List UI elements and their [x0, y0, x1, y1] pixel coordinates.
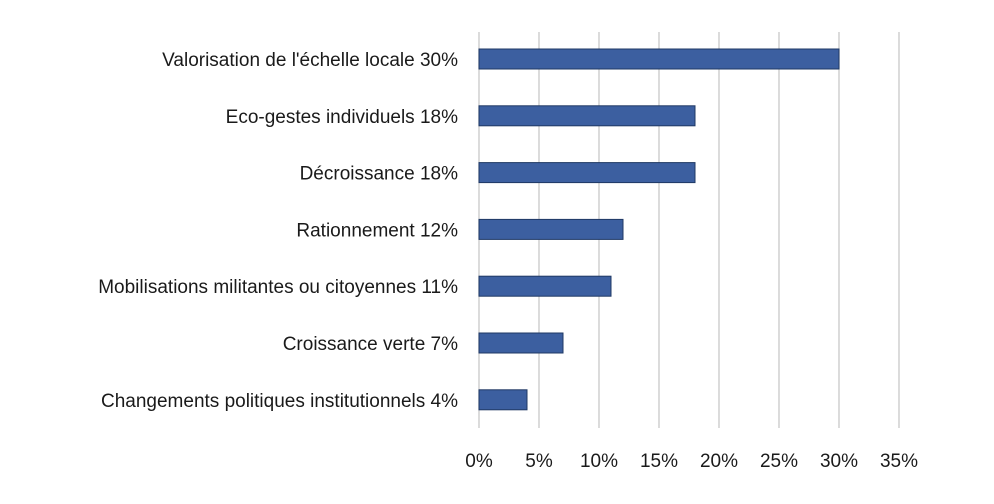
category-label: Changements politiques institutionnels 4…	[101, 391, 458, 412]
bar-6	[478, 389, 528, 411]
x-tick-label: 10%	[580, 451, 618, 472]
x-tick-label: 5%	[525, 451, 553, 472]
bar-5	[478, 332, 564, 354]
bar-4	[478, 275, 612, 297]
bar-2	[478, 162, 696, 184]
bar-3	[478, 218, 624, 240]
bars	[478, 48, 840, 411]
x-tick-label: 25%	[760, 451, 798, 472]
x-tick-label: 20%	[700, 451, 738, 472]
x-axis-ticks: 0% 5% 10% 15% 20% 25% 30% 35%	[465, 451, 918, 472]
category-label: Valorisation de l'échelle locale 30%	[162, 50, 458, 71]
category-labels: Valorisation de l'échelle locale 30% Eco-…	[98, 50, 458, 412]
x-tick-label: 15%	[640, 451, 678, 472]
category-label: Décroissance 18%	[300, 164, 459, 185]
category-label: Eco-gestes individuels 18%	[226, 107, 458, 128]
category-label: Rationnement 12%	[296, 220, 458, 241]
category-label: Mobilisations militantes ou citoyennes 1…	[98, 277, 458, 298]
x-tick-label: 30%	[820, 451, 858, 472]
bar-1	[478, 105, 696, 127]
x-tick-label: 35%	[880, 451, 918, 472]
category-label: Croissance verte 7%	[283, 334, 458, 355]
x-tick-label: 0%	[465, 451, 493, 472]
bar-0	[478, 48, 840, 70]
